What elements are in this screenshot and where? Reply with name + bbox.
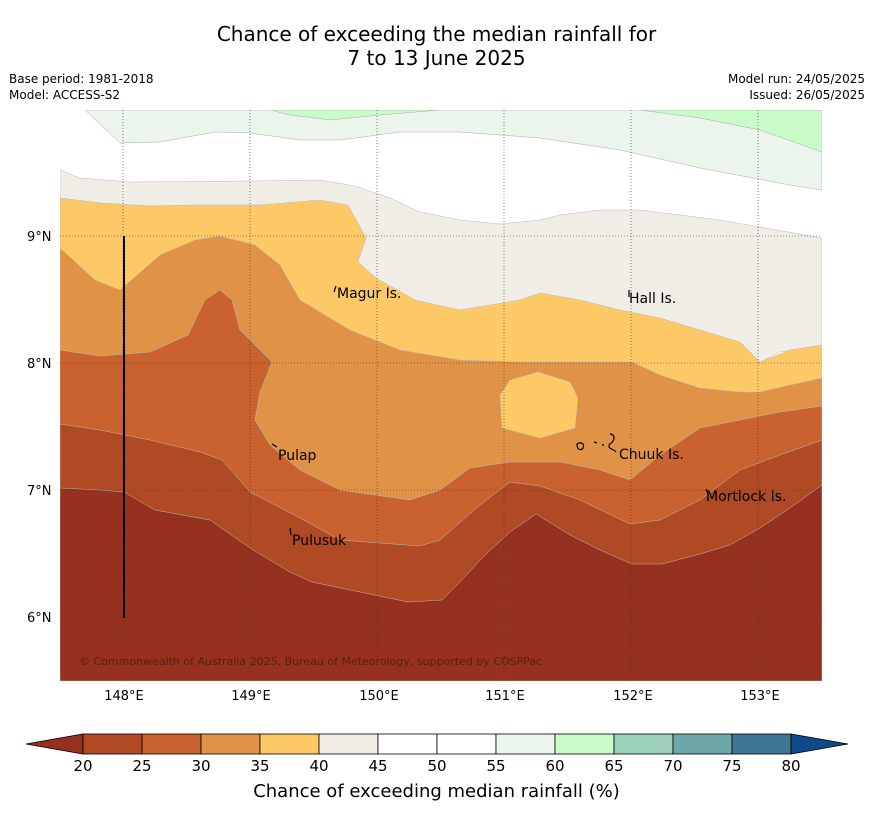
lon-label: 149°E [231, 689, 271, 704]
colorbar-segment [613, 733, 674, 755]
lat-axis: 9°N 8°N 7°N 6°N [27, 230, 52, 626]
island-marks [271, 285, 709, 536]
meta-right: Model run: 24/05/2025 Issued: 26/05/2025 [728, 71, 865, 103]
map-title-line2: 7 to 13 June 2025 [347, 46, 526, 70]
colorbar-tick-label: 75 [722, 757, 741, 775]
model-name: Model: ACCESS-S2 [9, 88, 121, 102]
colorbar-extend-low [25, 733, 84, 755]
lon-label: 153°E [740, 689, 780, 704]
lat-label: 6°N [27, 611, 52, 626]
colorbar-title: Chance of exceeding median rainfall (%) [253, 781, 620, 802]
place-chuuk: Chuuk Is. [619, 447, 684, 463]
colorbar-segment [554, 733, 615, 755]
colorbar-tick-label: 50 [427, 757, 446, 775]
colorbar-tick-label: 65 [604, 757, 623, 775]
lon-axis: 148°E 149°E 150°E 151°E 152°E 153°E [104, 689, 780, 704]
colorbar-segment [436, 733, 497, 755]
place-magur: Magur Is. [337, 286, 402, 302]
colorbar-tick-label: 55 [486, 757, 505, 775]
contour-60-65-a [269, 110, 441, 121]
lat-label: 9°N [27, 230, 52, 245]
colorbar-segment [731, 733, 792, 755]
map-title-line1: Chance of exceeding the median rainfall … [216, 22, 657, 46]
colorbar-segment [259, 733, 320, 755]
colorbar-segment [377, 733, 438, 755]
colorbar-tick-label: 70 [663, 757, 682, 775]
colorbar-tick-label: 30 [191, 757, 210, 775]
colorbar-segment [672, 733, 733, 755]
colorbar-segment [141, 733, 202, 755]
colorbar-segment [200, 733, 261, 755]
colorbar: 20 25 30 35 40 45 50 55 60 65 70 75 80 [25, 733, 849, 775]
colorbar-segment [495, 733, 556, 755]
model-run: Model run: 24/05/2025 [727, 72, 865, 86]
contour-55-60 [84, 110, 822, 191]
place-hall: Hall Is. [629, 291, 676, 307]
place-pulusuk: Pulusuk [292, 533, 347, 549]
lon-label: 148°E [104, 689, 144, 704]
contour-fill: Magur Is. Hall Is. Pulap Chuuk Is. Mortl… [60, 110, 822, 681]
lon-label: 150°E [359, 689, 399, 704]
lon-label: 152°E [613, 689, 653, 704]
colorbar-tick-label: 60 [545, 757, 564, 775]
base-period: Base period: 1981-2018 [9, 72, 154, 86]
lon-label: 151°E [485, 689, 525, 704]
colorbar-extend-high [790, 733, 849, 755]
colorbar-tick-label: 20 [73, 757, 92, 775]
lat-label: 8°N [27, 357, 52, 372]
colorbar-segment [318, 733, 379, 755]
contour-35-40-bubble [499, 371, 579, 439]
contour-60-65-b [639, 110, 822, 153]
colorbar-tick-label: 25 [132, 757, 151, 775]
colorbar-tick-label: 35 [250, 757, 269, 775]
contour-below-20 [60, 484, 822, 681]
colorbar-tick-label: 40 [309, 757, 328, 775]
copyright-notice: © Commonwealth of Australia 2025, Bureau… [79, 655, 542, 668]
colorbar-segment [82, 733, 143, 755]
colorbar-tick-label: 45 [368, 757, 387, 775]
place-pulap: Pulap [278, 448, 317, 464]
meta-left: Base period: 1981-2018 Model: ACCESS-S2 [9, 71, 154, 103]
lat-label: 7°N [27, 484, 52, 499]
issued-date: Issued: 26/05/2025 [749, 88, 865, 102]
colorbar-tick-label: 80 [781, 757, 800, 775]
place-mortlock: Mortlock Is. [706, 489, 786, 505]
